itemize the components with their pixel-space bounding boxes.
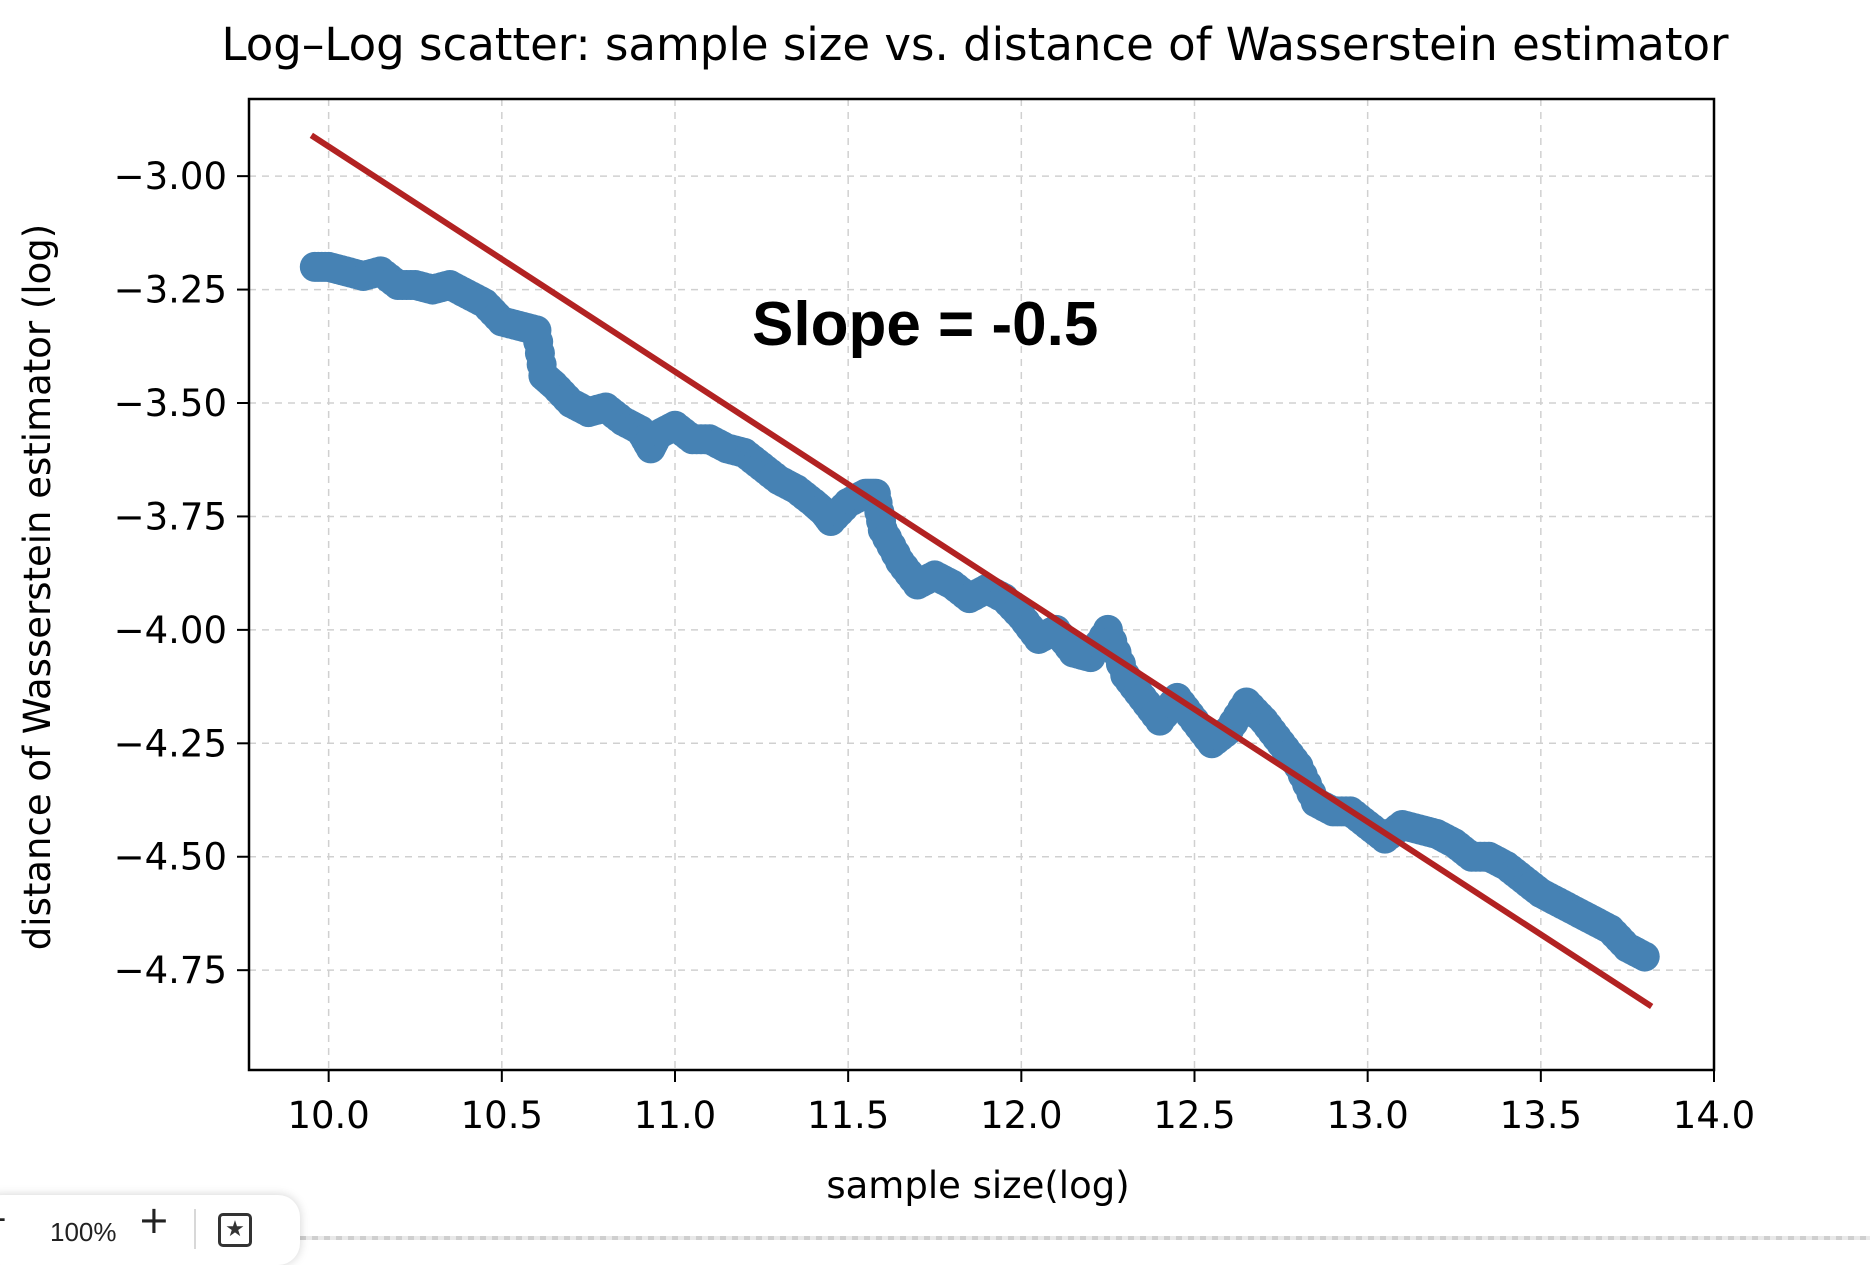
- y-tick-label: −3.75: [114, 495, 227, 538]
- bookmark-star-icon[interactable]: ★: [218, 1213, 252, 1247]
- x-tick-label: 12.0: [980, 1094, 1062, 1137]
- plot-frame: [247, 97, 1716, 1072]
- toolbar-divider: [194, 1209, 196, 1249]
- zoom-toolbar: - 100% + ★: [0, 1195, 300, 1265]
- y-tick-label: −3.25: [114, 269, 227, 312]
- x-tick-label: 10.0: [287, 1094, 369, 1137]
- x-tick-label: 11.0: [634, 1094, 716, 1137]
- x-axis-label: sample size(log): [826, 1164, 1129, 1207]
- zoom-level-display: 100%: [50, 1217, 117, 1247]
- zoom-out-button[interactable]: -: [0, 1201, 6, 1235]
- x-tick-label: 11.5: [807, 1094, 889, 1137]
- x-tick-label: 13.5: [1500, 1094, 1582, 1137]
- y-tick-label: −3.00: [114, 155, 227, 198]
- zoom-in-button[interactable]: +: [138, 1198, 170, 1242]
- axis-ticks: 10.0 10.5 11.0 11.5 12.0 12.5 13.0 13.5 14.0 −3.0…: [114, 155, 1756, 1137]
- y-axis-label: distance of Wasserstein estimator (log): [16, 224, 59, 950]
- page-bottom-edge: [300, 1236, 1870, 1240]
- scatter-point: [1629, 941, 1660, 972]
- fit-line-layer: [309, 132, 1654, 1009]
- x-tick-label: 13.0: [1326, 1094, 1408, 1137]
- slope-annotation: Slope = -0.5: [752, 290, 1098, 359]
- y-tick-label: −3.50: [114, 382, 227, 425]
- x-tick-label: 12.5: [1153, 1094, 1235, 1137]
- scatter-points: [299, 251, 1660, 972]
- grid-layer: [249, 99, 1715, 1070]
- y-tick-label: −4.00: [114, 609, 227, 652]
- fit-line: [309, 132, 1654, 1009]
- y-tick-label: −4.25: [114, 722, 227, 765]
- y-tick-label: −4.50: [114, 836, 227, 879]
- x-tick-label: 14.0: [1673, 1094, 1755, 1137]
- y-tick-label: −4.75: [114, 949, 227, 992]
- x-tick-label: 10.5: [461, 1094, 543, 1137]
- chart-title: Log–Log scatter: sample size vs. distanc…: [221, 18, 1729, 71]
